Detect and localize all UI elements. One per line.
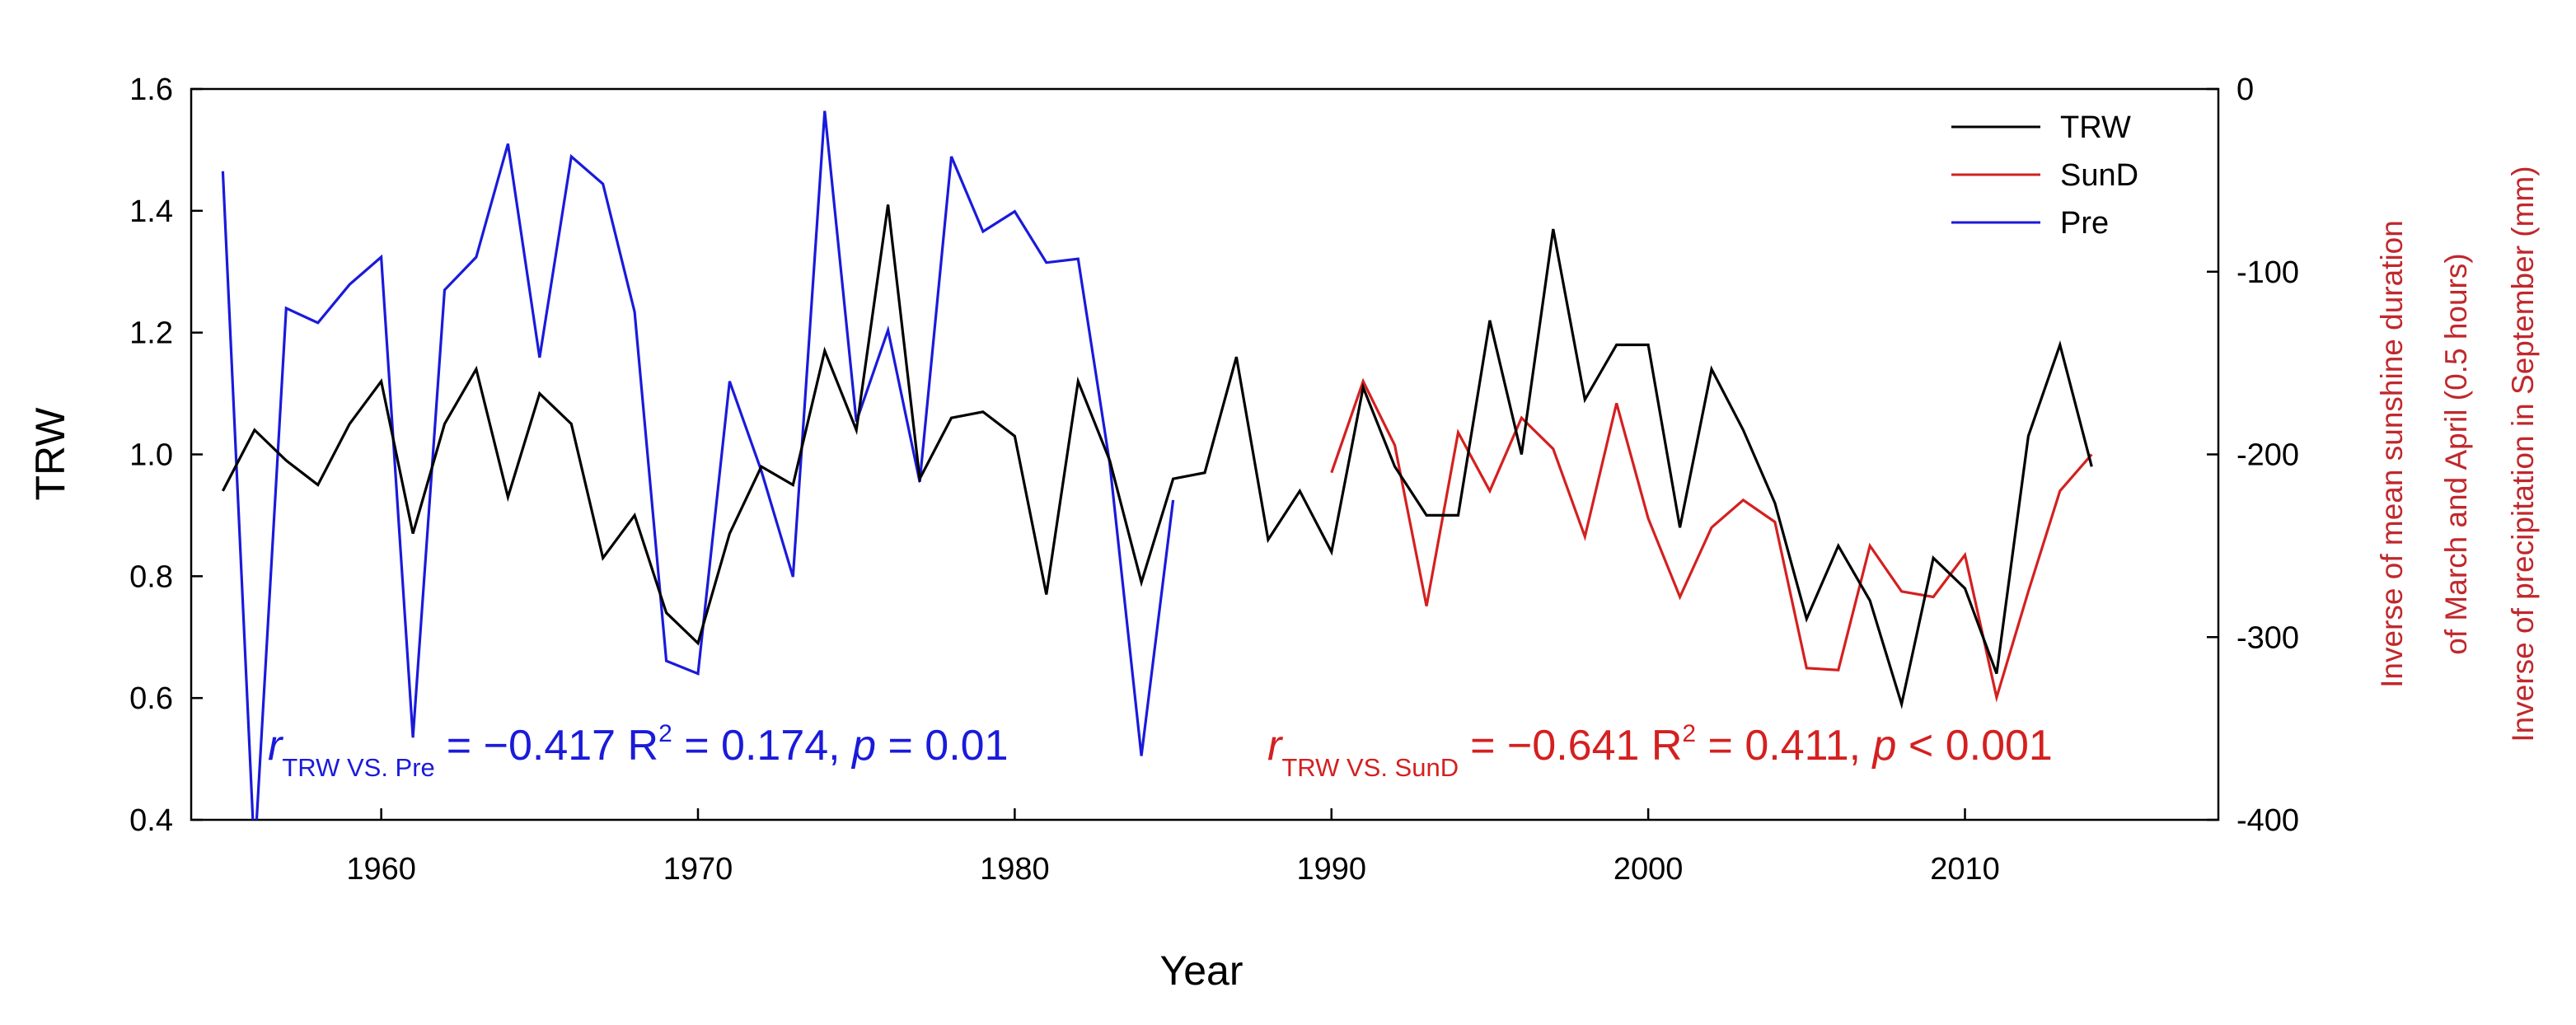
y2-tick-label: -200 xyxy=(2236,438,2299,473)
annotation-sund-p-value: < 0.001 xyxy=(1896,722,2052,770)
y2-tick-label: -300 xyxy=(2236,620,2299,655)
series-line-pre xyxy=(221,110,1175,820)
y2-tick-label: -400 xyxy=(2236,803,2299,838)
x-tick-label: 1980 xyxy=(980,852,1050,887)
annotation-sund-subscript: TRW VS. SunD xyxy=(1281,753,1459,782)
annotation-pre-p-value: = 0.01 xyxy=(876,722,1008,770)
legend: TRW SunD Pre xyxy=(1951,110,2138,241)
y2-axis-title-line-1: Inverse of mean sunshine duration xyxy=(2375,220,2409,688)
series-line-trw xyxy=(221,204,2093,709)
y2-axis-title-line-2: of March and April (0.5 hours) xyxy=(2439,253,2473,654)
annotation-pre-p: p xyxy=(850,722,876,770)
annotation-sund-sup: 2 xyxy=(1682,720,1696,747)
y-tick-label: 1.4 xyxy=(129,194,173,229)
y-tick-label: 1.6 xyxy=(129,73,173,107)
annotation-pre-r: r xyxy=(268,722,284,770)
y-axis-right: -400 -300 -200 -100 0 xyxy=(2207,73,2299,838)
y2-axis-title-line-3: Inverse of precipitation in September (m… xyxy=(2506,166,2540,742)
annotation-sund-p: p xyxy=(1871,722,1897,770)
x-tick-label: 2010 xyxy=(1930,852,2000,887)
annotation-pre-sup: 2 xyxy=(658,720,672,747)
annotation-pre-subscript: TRW VS. Pre xyxy=(282,753,434,782)
legend-label-trw: TRW xyxy=(2060,110,2131,145)
y-tick-label: 0.4 xyxy=(129,803,173,838)
y-tick-label: 1.2 xyxy=(129,316,173,351)
x-tick-label: 2000 xyxy=(1614,852,1684,887)
series-line-sund xyxy=(1330,377,2093,703)
legend-label-sund: SunD xyxy=(2060,158,2138,193)
x-tick-label: 1990 xyxy=(1296,852,1366,887)
y2-tick-label: 0 xyxy=(2236,73,2254,107)
annotation-pre-rest: = 0.174, xyxy=(672,722,852,770)
y-axis-left: 0.4 0.6 0.8 1.0 1.2 1.4 1.6 xyxy=(129,73,203,838)
y-tick-label: 0.6 xyxy=(129,681,173,716)
annotation-trw-vs-sund: rTRW VS. SunD = −0.641 R2 = 0.411, p < 0.… xyxy=(1267,720,2053,782)
annotation-pre-eq: = −0.417 R xyxy=(447,722,658,770)
x-tick-label: 1970 xyxy=(663,852,733,887)
x-axis-title: Year xyxy=(1159,948,1243,994)
y2-tick-label: -100 xyxy=(2236,255,2299,290)
y-tick-label: 0.8 xyxy=(129,559,173,594)
y-axis-title: TRW xyxy=(27,407,73,501)
annotation-trw-vs-pre: rTRW VS. Pre = −0.417 R2 = 0.174, p = 0.0… xyxy=(268,720,1008,782)
annotation-sund-eq: = −0.641 R xyxy=(1470,722,1682,770)
plot-frame xyxy=(190,87,2220,821)
y-tick-label: 1.0 xyxy=(129,438,173,473)
legend-label-pre: Pre xyxy=(2060,206,2109,241)
series-layer xyxy=(221,110,2093,820)
x-axis: 1960 1970 1980 1990 2000 2010 xyxy=(346,808,2000,887)
annotation-sund-r: r xyxy=(1267,722,1284,770)
x-tick-label: 1960 xyxy=(346,852,416,887)
annotation-sund-rest: = 0.411, xyxy=(1696,722,1872,770)
